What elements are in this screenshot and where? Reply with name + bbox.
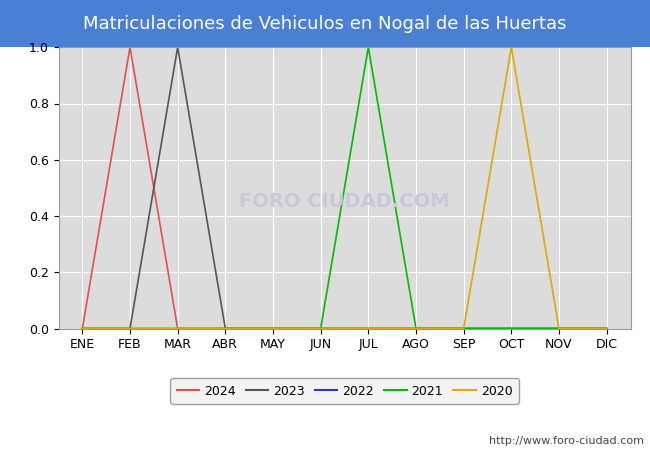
Legend: 2024, 2023, 2022, 2021, 2020: 2024, 2023, 2022, 2021, 2020 [170, 378, 519, 404]
Text: http://www.foro-ciudad.com: http://www.foro-ciudad.com [489, 436, 644, 446]
Text: Matriculaciones de Vehiculos en Nogal de las Huertas: Matriculaciones de Vehiculos en Nogal de… [83, 14, 567, 33]
Text: FORO CIUDAD.COM: FORO CIUDAD.COM [239, 193, 450, 212]
